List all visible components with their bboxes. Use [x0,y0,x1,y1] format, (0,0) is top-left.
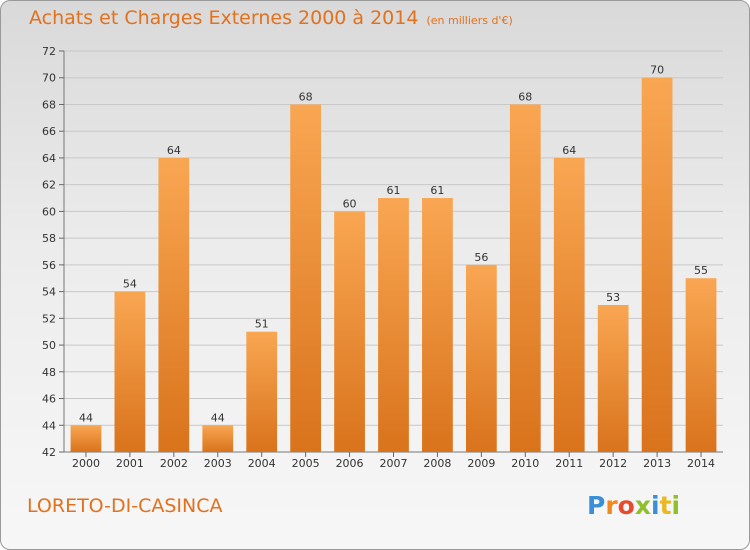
bar-2003 [202,425,234,452]
x-tick-label-2012: 2012 [599,457,627,470]
x-tick-label-2000: 2000 [72,457,100,470]
chart-subtitle: (en milliers d'€) [426,14,513,27]
logo-letter: r [605,491,618,520]
value-label-2012: 53 [606,291,620,304]
x-tick-label-2003: 2003 [204,457,232,470]
x-tick-label-2009: 2009 [467,457,495,470]
y-tick-label: 52 [42,312,56,325]
x-tick-label-2007: 2007 [380,457,408,470]
x-tick-label-2013: 2013 [643,457,671,470]
y-tick-label: 64 [42,152,56,165]
x-tick-label-2004: 2004 [248,457,276,470]
bar-2010 [509,104,541,452]
value-label-2009: 56 [474,251,488,264]
x-tick-label-2002: 2002 [160,457,188,470]
bar-2006 [334,211,365,452]
x-tick-label-2005: 2005 [292,457,320,470]
x-tick-label-2008: 2008 [423,457,451,470]
chart-title: Achats et Charges Externes 2000 à 2014 (e… [29,7,513,29]
value-label-2001: 54 [123,278,137,291]
y-tick-label: 42 [42,446,56,459]
value-label-2007: 61 [387,184,401,197]
bar-2009 [465,264,497,452]
chart-title-text: Achats et Charges Externes 2000 à 2014 [29,7,419,29]
value-label-2014: 55 [694,264,708,277]
bar-2012 [597,304,629,452]
value-label-2000: 44 [79,411,93,424]
bar-2001 [114,291,146,452]
y-tick-label: 70 [42,72,56,85]
x-tick-label-2011: 2011 [555,457,583,470]
y-tick-label: 68 [42,98,56,111]
value-label-2011: 64 [562,144,576,157]
y-tick-label: 72 [42,45,56,58]
x-tick-label-2014: 2014 [687,457,715,470]
bar-2005 [290,104,322,452]
value-label-2002: 64 [167,144,181,157]
y-tick-label: 60 [42,205,56,218]
logo-letter: o [617,491,635,520]
y-tick-label: 46 [42,393,56,406]
bar-2002 [158,157,190,452]
value-label-2003: 44 [211,411,225,424]
logo-letter: t [659,491,672,520]
value-label-2013: 70 [650,64,664,77]
bar-2000 [70,425,102,452]
x-tick-label-2010: 2010 [511,457,539,470]
value-label-2005: 68 [299,90,313,103]
bars: 44 54 64 44 51 68 60 61 61 56 68 64 53 70 55 [70,64,717,452]
value-label-2004: 51 [255,318,269,331]
x-tick-label-2001: 2001 [116,457,144,470]
value-label-2010: 68 [518,90,532,103]
y-tick-label: 50 [42,339,56,352]
logo-letter: x [634,491,651,520]
value-label-2008: 61 [430,184,444,197]
y-tick-label: 66 [42,125,56,138]
commune-name: LORETO-DI-CASINCA [27,495,223,517]
bar-2007 [378,198,409,452]
bar-2011 [553,157,585,452]
logo-letter: i [671,491,681,520]
bar-2008 [422,198,453,452]
y-tick-label: 48 [42,366,56,379]
bar-2013 [641,77,673,452]
logo-letter: P [587,491,606,520]
bar-2004 [246,331,278,452]
axes: 42 44 46 48 50 52 54 56 58 60 62 64 66 68 70 72 2000 2001… [42,45,723,470]
y-tick-label: 62 [42,179,56,192]
x-tick-label-2006: 2006 [336,457,364,470]
proxiti-logo[interactable]: Proxiti [587,491,680,520]
y-tick-label: 44 [42,419,56,432]
logo-letter: i [651,491,660,520]
y-tick-label: 56 [42,259,56,272]
y-tick-label: 54 [42,286,56,299]
value-label-2006: 60 [343,197,357,210]
y-tick-label: 58 [42,232,56,245]
bar-2014 [685,278,717,452]
